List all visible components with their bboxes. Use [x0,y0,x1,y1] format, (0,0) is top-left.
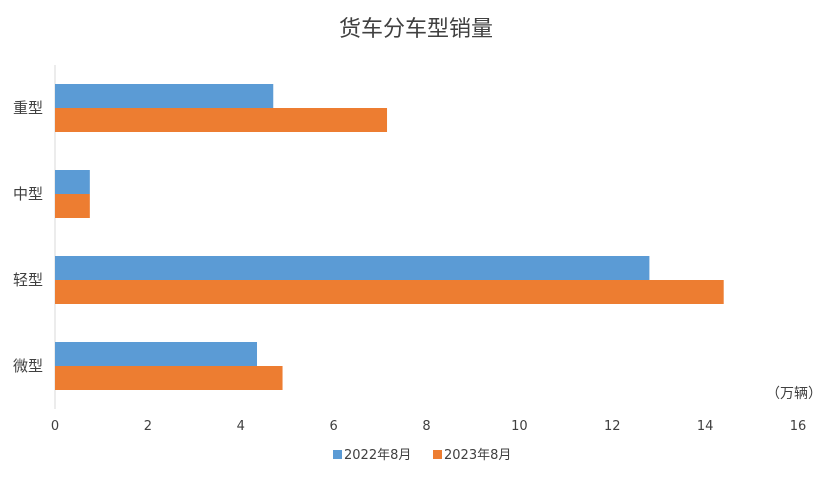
unit-label: （万辆） [766,386,822,402]
x-tick-label: 16 [790,419,807,434]
x-tick-label: 6 [329,419,337,434]
bar-series-2 [55,108,388,132]
legend-swatch [433,450,442,459]
legend: 2022年8月 2023年8月 [333,448,511,463]
category-label: 微型 [13,357,43,375]
x-tick-label: 12 [604,419,621,434]
legend-swatch [333,450,342,459]
category-label: 轻型 [13,271,43,289]
bar-series-1 [55,256,650,280]
category-label: 重型 [13,99,43,117]
x-tick-label: 4 [237,419,245,434]
bar-series-2 [55,366,283,390]
x-tick-label: 10 [511,419,528,434]
legend-label: 2022年8月 [344,448,411,463]
x-tick-label: 0 [51,419,59,434]
bar-series-2 [55,194,90,218]
bar-series-1 [55,84,274,108]
bar-series-1 [55,342,258,366]
x-tick-label: 14 [697,419,714,434]
chart-title: 货车分车型销量 [339,17,493,42]
x-tick-label: 2 [144,419,152,434]
bar-series-2 [55,280,724,304]
legend-label: 2023年8月 [444,448,511,463]
bar-series-1 [55,170,90,194]
category-label: 中型 [13,185,43,203]
x-tick-label: 8 [422,419,430,434]
